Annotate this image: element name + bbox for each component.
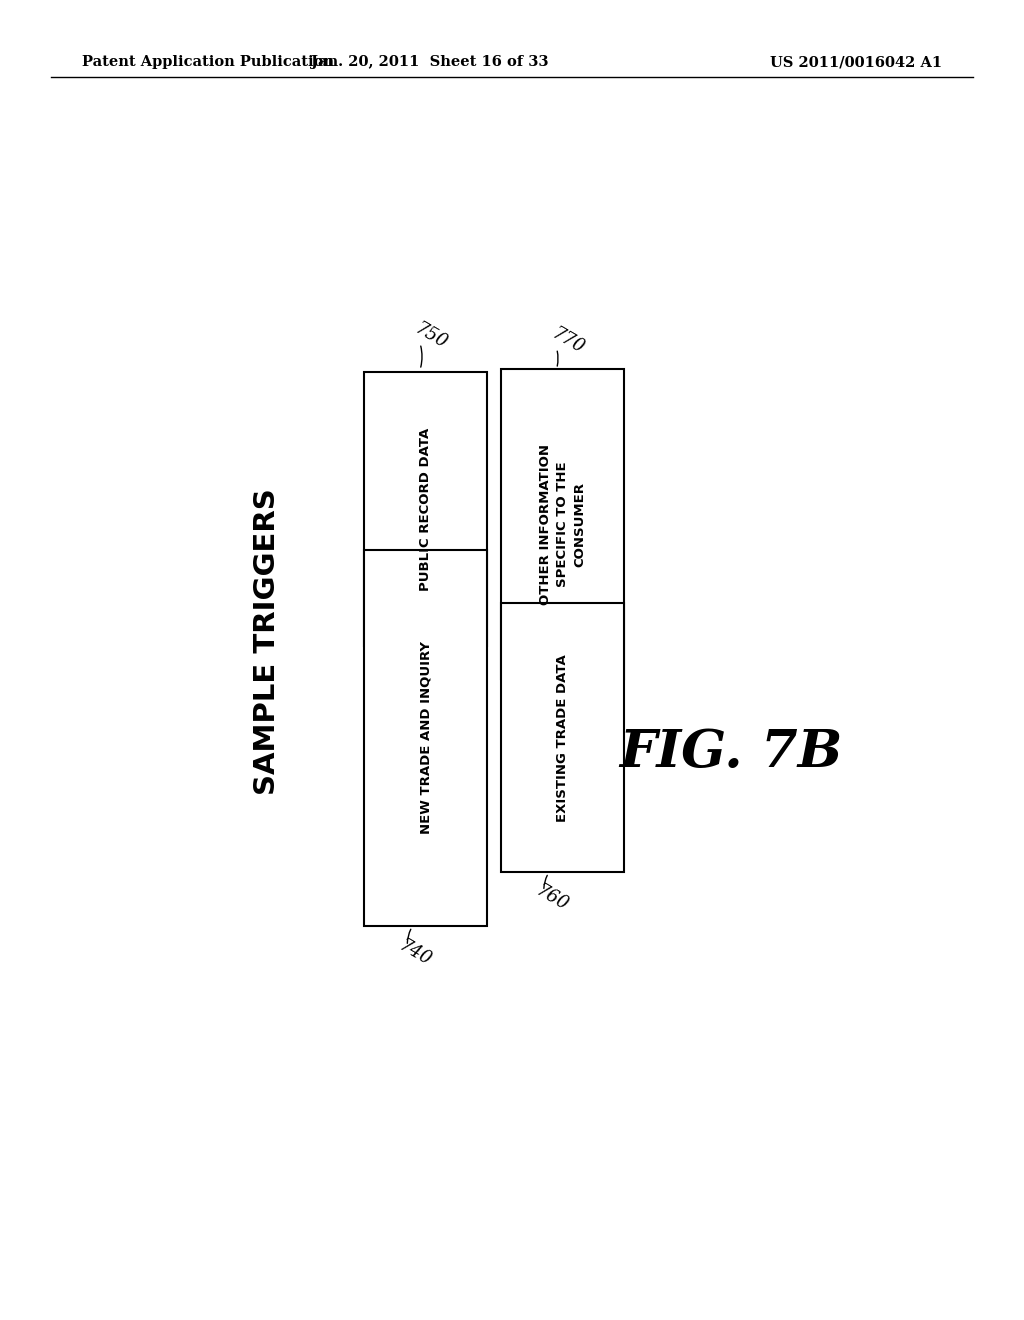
Text: 760: 760	[532, 882, 571, 915]
Text: 770: 770	[549, 325, 588, 358]
Bar	[365, 549, 487, 925]
Text: SAMPLE TRIGGERS: SAMPLE TRIGGERS	[253, 488, 281, 795]
Text: EXISTING TRADE DATA: EXISTING TRADE DATA	[556, 653, 569, 821]
Text: 750: 750	[412, 319, 451, 352]
Text: PUBLIC RECORD DATA: PUBLIC RECORD DATA	[419, 428, 432, 590]
Text: Jan. 20, 2011  Sheet 16 of 33: Jan. 20, 2011 Sheet 16 of 33	[311, 55, 549, 69]
Text: 740: 740	[396, 937, 435, 970]
Bar	[365, 372, 487, 647]
Bar	[502, 603, 625, 873]
Text: FIG. 7B: FIG. 7B	[620, 727, 843, 779]
Text: Patent Application Publication: Patent Application Publication	[82, 55, 334, 69]
Text: US 2011/0016042 A1: US 2011/0016042 A1	[770, 55, 942, 69]
Text: NEW TRADE AND INQUIRY: NEW TRADE AND INQUIRY	[419, 642, 432, 834]
Bar	[502, 370, 625, 680]
Text: OTHER INFORMATION
SPECIFIC TO THE
CONSUMER: OTHER INFORMATION SPECIFIC TO THE CONSUM…	[540, 444, 587, 605]
